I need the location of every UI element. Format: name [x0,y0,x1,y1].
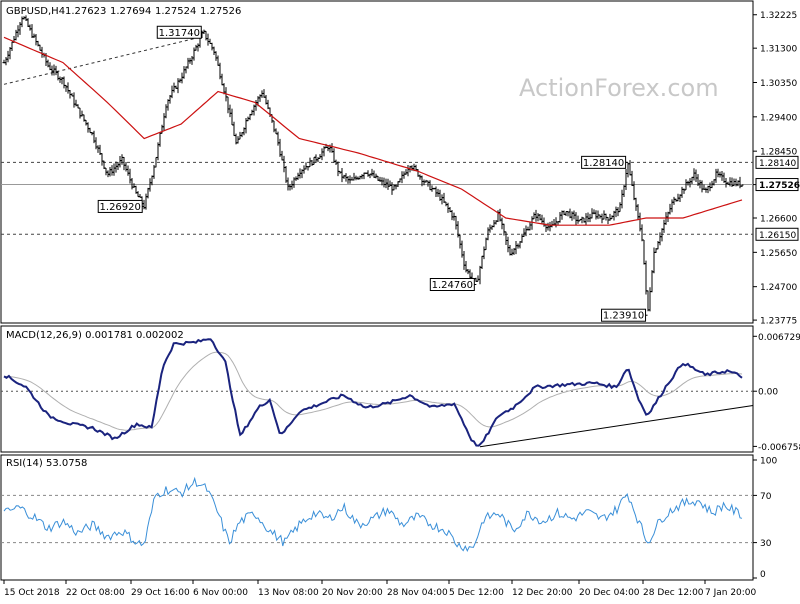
price-pane-frame [0,0,754,324]
price-annotation-label: 1.24760 [432,280,473,291]
price-level-tag-label: 1.26150 [759,231,796,241]
price-annotation-label: 1.31740 [159,28,200,39]
x-tick-label: 20 Nov 20:00 [322,588,383,598]
price-level-tag: 1.28140 [755,155,799,169]
macd-ytick-label: 0.006729 [758,333,800,343]
rsi-line [3,476,743,552]
price-level-tag-label: 1.28140 [759,159,796,169]
price-annotation: 1.23910 [601,308,648,322]
price-ytick-label: 1.30350 [760,79,797,89]
rsi-ytick-label: 100 [760,457,777,467]
price-ytick-label: 1.28450 [760,148,797,158]
price-header-close: 1.27526 [200,6,241,17]
price-level-tag-box [755,227,799,241]
x-tick-label: 13 Nov 08:00 [258,588,319,598]
x-tick-label: 7 Jan 20:00 [705,588,757,598]
price-pane: GBPUSD,H4 1.27623 1.27694 1.27524 1.2752… [0,0,800,327]
price-annotation-label: 1.28140 [583,158,624,169]
price-level-tag-label: 1.27526 [759,181,800,191]
price-header-symbol: GBPUSD,H4 [6,6,65,17]
rsi-pane-frame [0,454,754,581]
price-header-high: 1.27694 [110,6,151,17]
price-annotation: 1.26920 [97,199,145,213]
moving-average-line [3,36,743,226]
price-annotation-label: 1.23910 [603,311,644,322]
macd-main-line [3,338,743,447]
price-level-tag-box [755,178,799,192]
x-tick-label: 12 Dec 20:00 [512,588,573,598]
price-level-tag: 1.26150 [755,227,799,241]
macd-trendline-0 [479,404,754,448]
price-header-open: 1.27623 [65,6,106,17]
x-tick-label: 28 Nov 04:00 [387,588,448,598]
price-ytick-label: 1.23775 [760,317,797,327]
price-level-tag-box [755,155,799,169]
x-axis: 15 Oct 2018 22 Oct 08:00 29 Oct 16:00 6 Nov… [3,580,757,598]
price-ytick-label: 1.29400 [760,113,797,123]
rsi-ytick-label: 30 [760,539,772,549]
price-header-low: 1.27524 [155,6,196,17]
macd-pane: MACD(12,26,9) 0.001781 0.002002 0.006729… [0,325,800,453]
price-annotation-label: 1.26920 [100,202,141,213]
price-ytick-label: 1.26600 [760,215,797,225]
price-annotation: 1.24760 [429,278,477,292]
price-annotation: 1.31740 [156,25,204,39]
macd-title: MACD(12,26,9) 0.001781 0.002002 [6,330,184,341]
price-ytick-label: 1.31300 [760,45,797,55]
rsi-title: RSI(14) 53.0758 [6,458,87,469]
macd-pane-frame [0,325,754,453]
macd-signal-line [3,351,743,431]
x-tick-label: 20 Dec 04:00 [579,588,640,598]
price-bar [740,184,744,188]
x-tick-label: 29 Oct 16:00 [131,588,190,598]
price-annotation: 1.28140 [581,155,628,169]
watermark: ActionForex.com [519,74,719,102]
x-tick-label: 5 Dec 12:00 [449,588,504,598]
price-ytick-label: 1.24700 [760,283,797,293]
rsi-pane: RSI(14) 53.0758 100 70 30 0 [0,454,777,581]
macd-ytick-label: 0.00 [758,388,778,398]
x-tick-label: 28 Dec 12:00 [643,588,704,598]
x-tick-label: 15 Oct 2018 [4,588,60,598]
x-tick-label: 22 Oct 08:00 [66,588,125,598]
macd-ytick-label: -0.006758 [758,443,800,453]
price-ytick-label: 1.32225 [760,11,797,21]
price-level-tag: 1.27526 [755,178,800,192]
price-ytick-label: 1.25650 [760,249,797,259]
x-tick-label: 6 Nov 00:00 [193,588,248,598]
rsi-ytick-label: 70 [760,492,772,502]
rsi-ytick-label: 0 [760,570,766,580]
